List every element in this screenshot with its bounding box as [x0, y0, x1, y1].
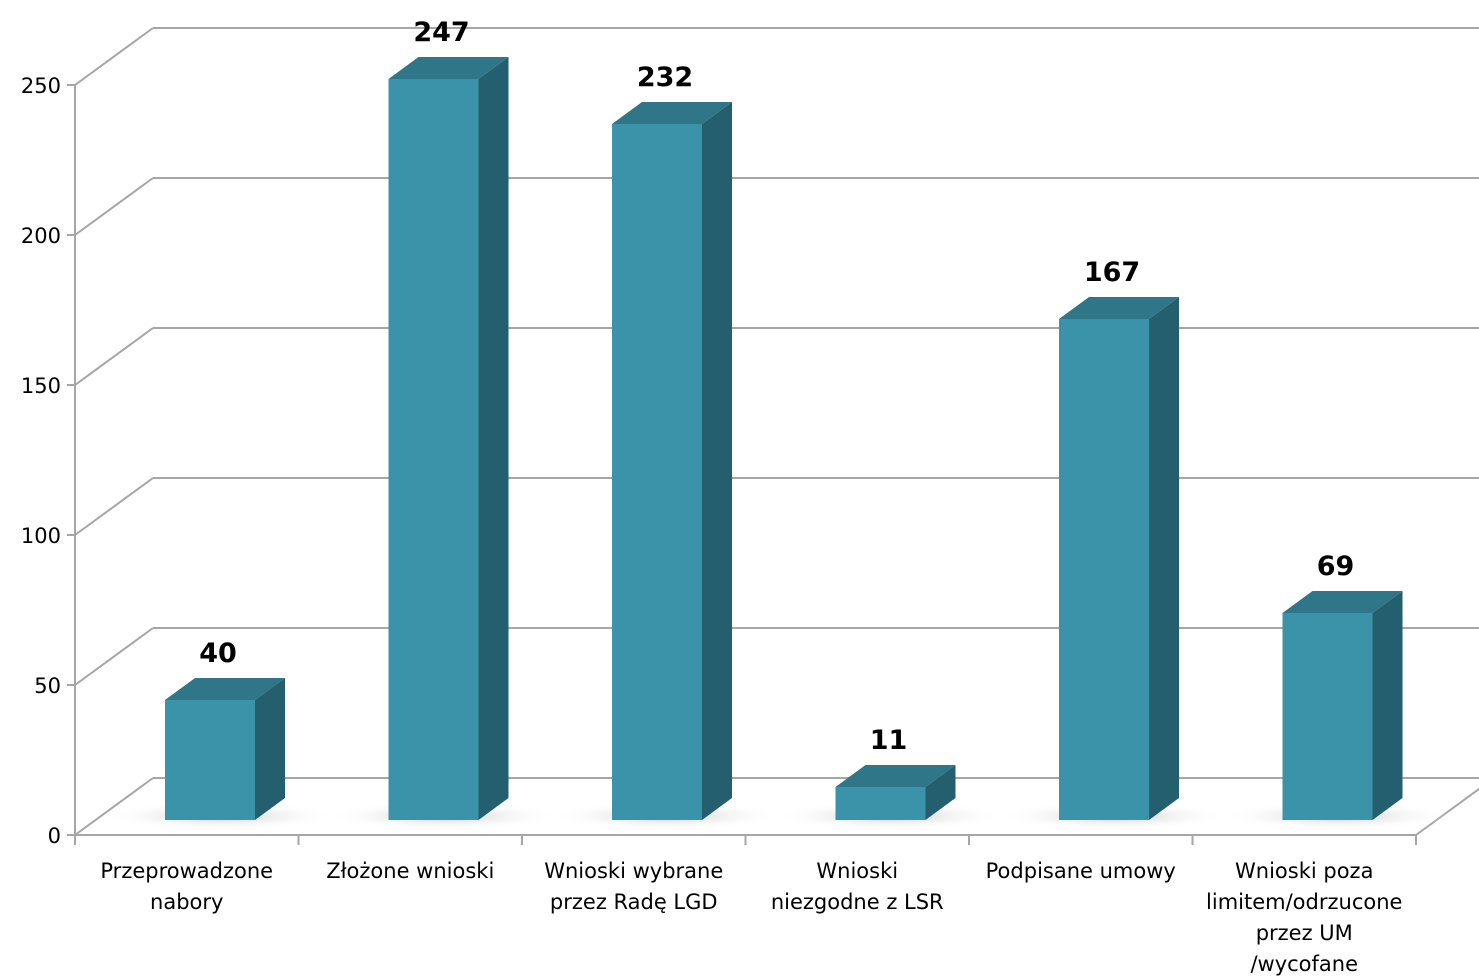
x-tick-label-line: Wnioski poza	[1235, 859, 1373, 883]
x-tick-label-line: nabory	[150, 890, 223, 914]
bar-side	[925, 765, 956, 820]
bar	[388, 79, 479, 820]
x-tick-label-line: Przeprowadzone	[100, 859, 273, 883]
gridline-diagonal	[74, 327, 154, 386]
y-tick-label: 100	[21, 524, 61, 548]
data-label: 247	[413, 17, 469, 48]
data-label: 69	[1317, 551, 1355, 582]
x-tick-label-line: limitem/odrzucone	[1206, 890, 1402, 914]
bar-top	[388, 57, 509, 79]
gridline-diagonal	[74, 777, 154, 836]
gridlines	[74, 27, 1479, 836]
axes	[67, 84, 1479, 845]
data-label: 40	[199, 638, 237, 669]
y-tick-label: 50	[34, 674, 61, 698]
labels: 0 50 100 150 200 250 40 Przeprowadzone nabory 247…	[21, 17, 1403, 976]
x-tick-label: Wnioski niezgodne z LSR	[771, 859, 944, 914]
x-tick-label-line: przez Radę LGD	[550, 890, 718, 914]
x-tick-label: Wnioski poza limitem/odrzucone przez UM/wy…	[1206, 859, 1402, 976]
x-tick-label: Podpisane umowy	[986, 859, 1176, 883]
gridline-diagonal	[74, 177, 154, 236]
x-tick-label-line: przez UM	[1256, 921, 1353, 945]
data-label: 167	[1084, 257, 1140, 288]
bar-top	[612, 102, 732, 124]
x-tick-label-line: Złożone wnioski	[326, 859, 494, 883]
x-tick-label-line: Podpisane umowy	[986, 859, 1176, 883]
y-tick-label: 250	[21, 74, 61, 98]
x-tick-label: Wnioski wybrane przez Radę LGD	[544, 859, 723, 914]
bar-side	[1372, 591, 1403, 820]
bar	[1282, 613, 1373, 820]
bar-top	[165, 678, 285, 700]
gridline-diagonal	[74, 627, 154, 686]
y-tick-label: 200	[21, 224, 61, 248]
x-tick-label-line: Wnioski wybrane	[544, 859, 723, 883]
x-tick-label-line: /wycofane	[1250, 952, 1358, 976]
bar-side	[255, 678, 285, 820]
bar	[612, 124, 702, 820]
bar	[1059, 319, 1149, 820]
bar-top	[1059, 297, 1179, 319]
bar-side	[1149, 297, 1179, 820]
gridline-diagonal	[74, 477, 154, 536]
bars	[105, 57, 1453, 830]
data-label: 232	[637, 62, 693, 93]
data-label: 11	[870, 725, 908, 756]
floor-right-edge	[1415, 787, 1479, 836]
bar	[835, 787, 926, 820]
x-tick-label: Złożone wnioski	[326, 859, 494, 883]
gridline-diagonal	[74, 27, 154, 86]
x-tick-label-line: Wnioski	[816, 859, 898, 883]
x-tick-label: Przeprowadzone nabory	[100, 859, 273, 914]
x-tick-label-line: niezgodne z LSR	[771, 890, 944, 914]
y-tick-label: 0	[48, 824, 61, 848]
bar	[165, 700, 255, 820]
bar-side	[478, 57, 509, 820]
bar-side	[702, 102, 732, 820]
bar-top	[1282, 591, 1403, 613]
y-tick-label: 150	[21, 374, 61, 398]
bar-top	[835, 765, 956, 787]
